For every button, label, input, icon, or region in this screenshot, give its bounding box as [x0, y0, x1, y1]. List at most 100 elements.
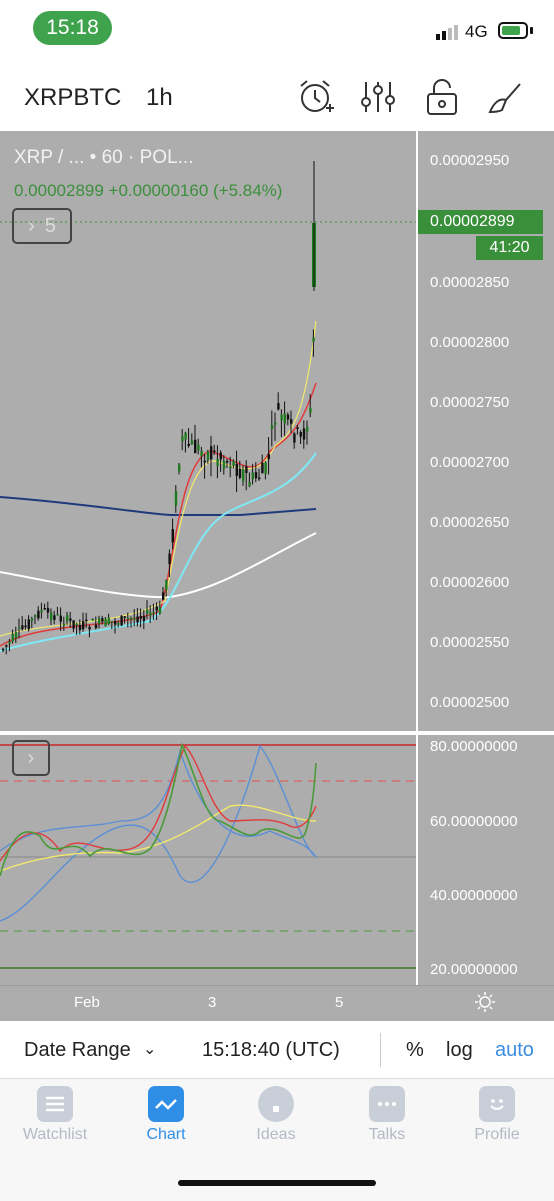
smile-icon [479, 1086, 515, 1122]
auto-scale-button[interactable]: auto [495, 1039, 534, 1061]
tab-profile[interactable]: Profile [447, 1086, 547, 1144]
candle-body [40, 609, 43, 613]
candle-body [251, 472, 254, 480]
tab-chart[interactable]: Chart [116, 1086, 216, 1144]
utc-clock[interactable]: 15:18:40 (UTC) [202, 1039, 340, 1061]
interval-selector[interactable]: 1h [146, 84, 173, 111]
draw-brush-icon[interactable] [486, 78, 526, 116]
candle-body [152, 612, 155, 614]
candle-body [302, 428, 306, 440]
candle-body [107, 617, 110, 625]
candle-body [117, 623, 120, 625]
candle-body [139, 616, 142, 619]
candle-body [283, 413, 286, 424]
candle-body [123, 616, 126, 618]
candle-body [69, 618, 72, 621]
candle-body [258, 477, 261, 480]
candle-body [171, 529, 174, 543]
candle-body [194, 439, 197, 454]
osc-tick: 40.00000000 [430, 887, 518, 904]
rsi-red-line [0, 744, 317, 862]
candle-body [306, 426, 309, 432]
candle-body [178, 464, 181, 472]
candle-body [270, 425, 274, 429]
candle-body [168, 553, 171, 565]
candle-body [264, 462, 267, 475]
ma-white-line [0, 532, 317, 599]
tab-label: Watchlist [22, 1126, 88, 1143]
candle-body [277, 403, 280, 410]
candle-body [206, 451, 210, 460]
log-scale-button[interactable]: log [446, 1039, 473, 1061]
lock-icon[interactable] [422, 78, 462, 116]
candle-body [11, 634, 14, 642]
ma-blue-line [0, 496, 317, 516]
candle-body [187, 443, 190, 446]
time-tick: 5 [335, 994, 344, 1011]
price-tick: 0.00002850 [430, 274, 510, 291]
candle-body [18, 627, 21, 630]
tab-talks[interactable]: Talks [337, 1086, 437, 1144]
candle-body [2, 648, 5, 651]
candle-body [133, 617, 136, 620]
symbol-selector[interactable]: XRPBTC [24, 84, 122, 111]
candle-body [286, 414, 290, 420]
tab-label: Talks [368, 1126, 406, 1143]
status-time: 15:18 [33, 11, 112, 45]
candle-body [14, 632, 18, 639]
time-tick: 3 [208, 994, 217, 1011]
tab-watchlist[interactable]: Watchlist [5, 1086, 105, 1144]
oscillator-toggle-button[interactable]: › [12, 740, 50, 776]
candle-body [190, 440, 194, 445]
candle-body [226, 460, 229, 463]
pane-separator[interactable] [0, 731, 554, 735]
candle-body [254, 472, 258, 479]
ma-cyan-line [0, 452, 317, 652]
candle-body [219, 452, 222, 460]
osc-tick: 80.00000000 [430, 738, 518, 755]
candle-body [110, 621, 114, 623]
candle-body [59, 615, 62, 622]
rsi-ma-line [0, 804, 317, 872]
candle-body [88, 626, 91, 630]
candle-body [114, 621, 117, 625]
candle-body [261, 462, 264, 474]
percent-scale-button[interactable]: % [406, 1039, 424, 1061]
indicators-icon[interactable] [358, 78, 398, 116]
indicators-toggle-button[interactable]: › 5 [12, 208, 72, 244]
symbol-legend[interactable]: XRP / ... • 60 · POL... [14, 147, 194, 168]
candle-body [293, 433, 296, 443]
alarm-add-icon[interactable] [296, 78, 336, 116]
candle-body [82, 621, 85, 630]
candle-body [210, 446, 213, 460]
price-tick: 0.00002600 [430, 574, 510, 591]
time-axis[interactable] [0, 985, 554, 1021]
tab-ideas[interactable]: Ideas [226, 1086, 326, 1144]
signal-icon [436, 25, 458, 40]
candle-body [181, 436, 184, 442]
time-tick: Feb [74, 994, 100, 1011]
indicators-count: 5 [44, 214, 56, 237]
candlestick-series [2, 161, 316, 655]
candle-body [126, 617, 130, 620]
candle-body [242, 469, 245, 482]
chevron-down-icon[interactable]: ⌄ [143, 1041, 157, 1058]
theme-sun-icon[interactable] [474, 991, 496, 1013]
candle-body [155, 606, 158, 611]
price-tick: 0.00002700 [430, 454, 510, 471]
candle-body [158, 607, 162, 614]
network-label: 4G [465, 22, 488, 41]
date-range-button[interactable]: Date Range [24, 1039, 131, 1061]
candle-body [5, 645, 8, 647]
candle-body [91, 618, 94, 621]
candle-body [290, 419, 293, 424]
price-axis[interactable] [416, 131, 554, 986]
candle-body [309, 407, 312, 413]
tab-label: Ideas [256, 1126, 296, 1143]
price-tick: 0.00002800 [430, 334, 510, 351]
chat-icon [369, 1086, 405, 1122]
candle-body [50, 612, 53, 621]
price-chart-pane[interactable] [0, 131, 416, 731]
candle-body [222, 461, 226, 469]
candle-body [280, 414, 283, 421]
